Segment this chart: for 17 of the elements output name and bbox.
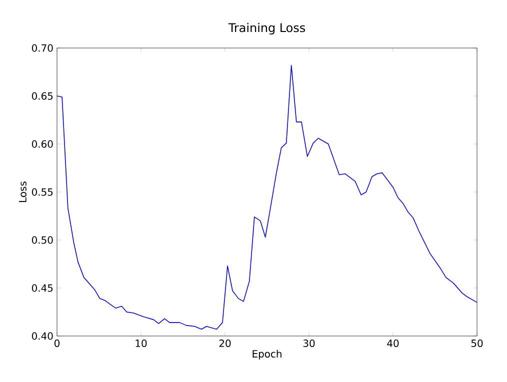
x-tick-label: 20 <box>219 340 231 348</box>
y-tick-label: 0.60 <box>32 140 53 148</box>
x-tick-label: 10 <box>136 340 147 348</box>
y-tick-label: 0.50 <box>32 236 53 244</box>
line-series <box>57 64 477 330</box>
y-tick-label: 0.65 <box>32 92 53 100</box>
y-tick-label: 0.45 <box>32 284 53 292</box>
x-tick-label: 0 <box>54 340 60 348</box>
x-tick-label: 30 <box>303 340 315 348</box>
chart-title: Training Loss <box>228 22 306 34</box>
x-tick-label: 50 <box>471 340 483 348</box>
y-tick-label: 0.70 <box>32 44 53 52</box>
x-axis-title: Epoch <box>252 350 282 360</box>
x-tick-label: 40 <box>387 340 399 348</box>
y-axis-title: Loss <box>19 182 26 202</box>
y-tick-label: 0.40 <box>32 332 53 340</box>
y-tick-label: 0.55 <box>32 188 53 196</box>
